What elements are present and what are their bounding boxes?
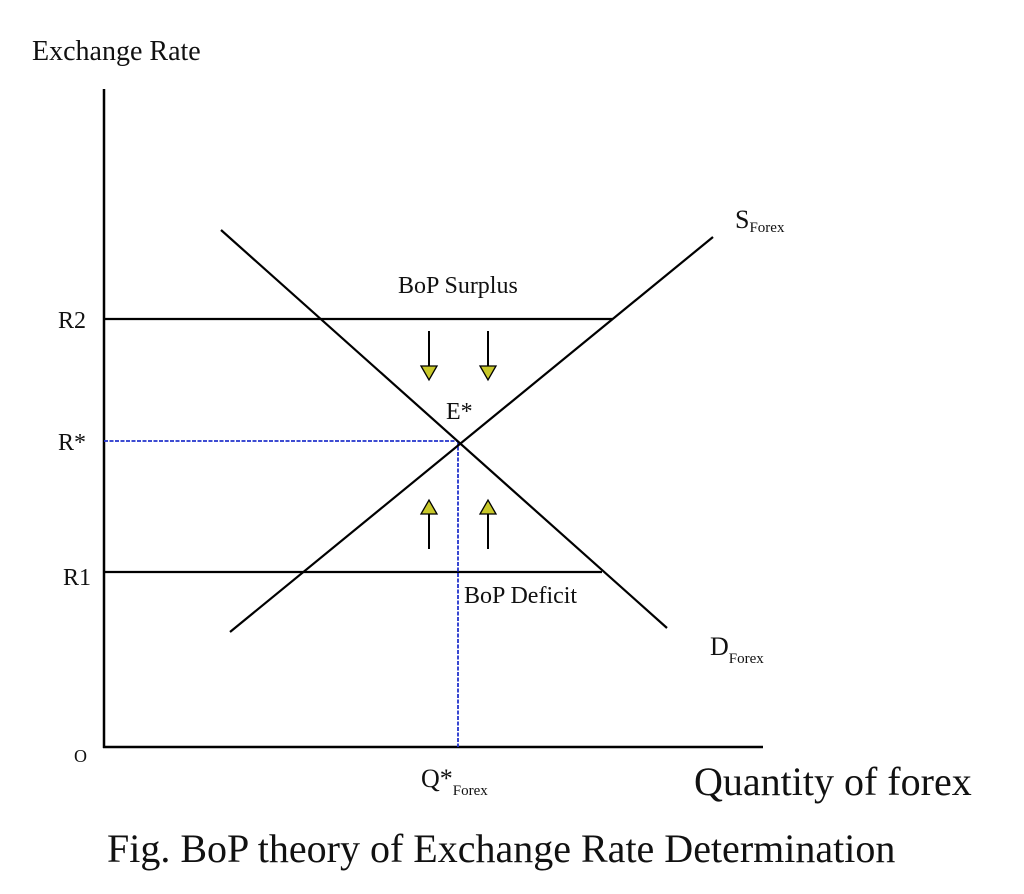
demand-main: D	[710, 632, 729, 661]
up-arrow-left	[419, 498, 439, 549]
supply-sub: Forex	[749, 220, 784, 236]
tick-label-r1: R1	[63, 565, 91, 591]
supply-main: S	[735, 205, 749, 234]
supply-curve	[229, 236, 714, 633]
tick-label-q-star: Q*Forex	[421, 764, 488, 799]
figure-caption: Fig. BoP theory of Exchange Rate Determi…	[107, 826, 895, 871]
down-arrow-left	[419, 331, 439, 382]
supply-label: SForex	[735, 205, 785, 236]
equilibrium-label: E*	[446, 399, 473, 425]
origin-label: O	[74, 746, 87, 766]
q-star-sub: Forex	[453, 783, 488, 799]
surplus-label: BoP Surplus	[398, 273, 518, 299]
deficit-label: BoP Deficit	[464, 583, 577, 609]
demand-curve	[220, 229, 668, 629]
tick-label-r2: R2	[58, 308, 86, 334]
demand-sub: Forex	[729, 651, 764, 667]
tick-label-r-star: R*	[58, 430, 86, 456]
demand-label: DForex	[710, 632, 764, 667]
q-star-main: Q*	[421, 764, 453, 793]
down-arrow-right	[478, 331, 498, 382]
y-axis-title: Exchange Rate	[32, 36, 201, 67]
up-arrow-right	[478, 498, 498, 549]
x-axis-title: Quantity of forex	[694, 759, 972, 804]
